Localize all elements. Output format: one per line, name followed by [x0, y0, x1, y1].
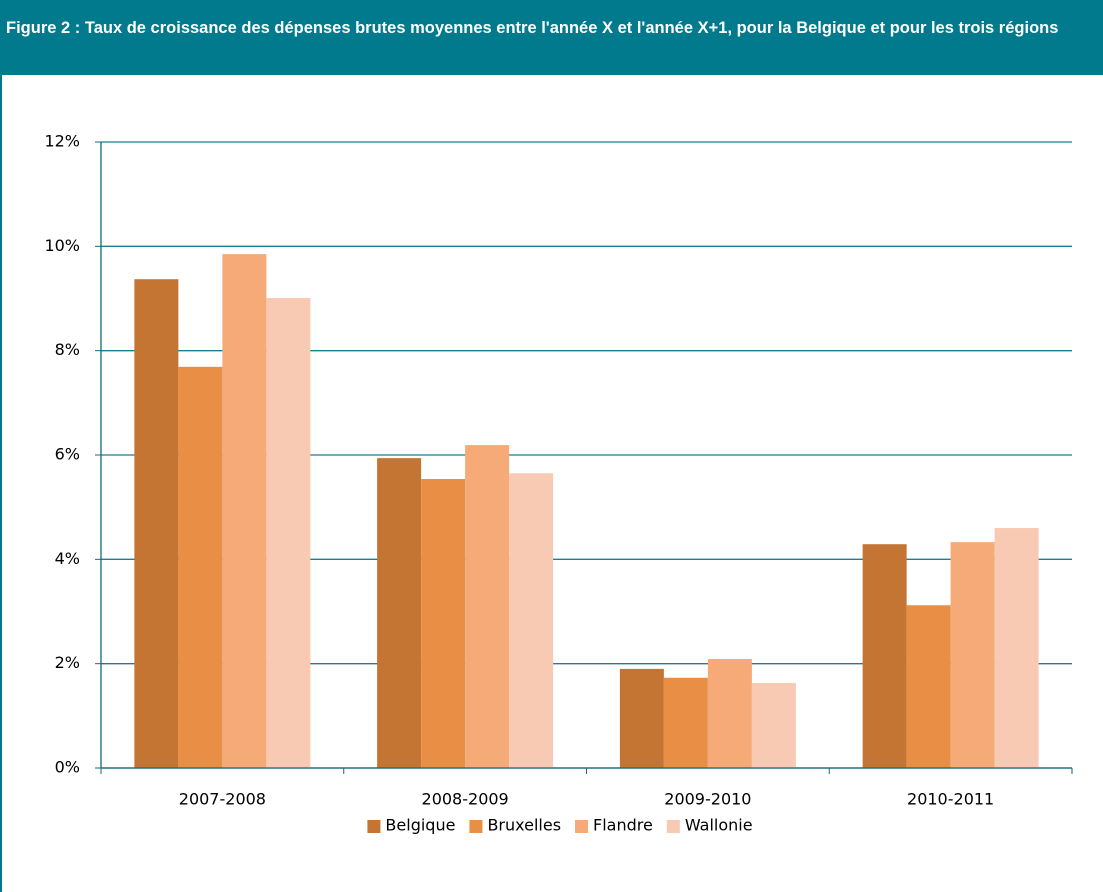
bar: [266, 297, 311, 768]
bar: [178, 366, 223, 768]
bar: [421, 478, 466, 768]
bar: [663, 677, 708, 768]
chart-title: Figure 2 : Taux de croissance des dépens…: [0, 0, 1103, 75]
legend-label: Flandre: [593, 816, 653, 835]
y-tick-label: 10%: [44, 236, 80, 255]
bar: [465, 445, 510, 768]
y-tick-label: 6%: [55, 445, 80, 464]
legend-swatch: [469, 820, 483, 833]
legend-swatch: [575, 820, 589, 833]
y-tick-label: 0%: [55, 758, 80, 777]
bar: [377, 458, 422, 768]
y-tick-label: 8%: [55, 340, 80, 359]
bar: [994, 528, 1039, 768]
x-tick-label: 2009-2010: [664, 790, 751, 809]
x-tick-label: 2010-2011: [907, 790, 994, 809]
y-tick-label: 4%: [55, 549, 80, 568]
bar: [134, 279, 179, 768]
bar: [222, 254, 267, 769]
legend-swatch: [666, 820, 680, 833]
bar: [751, 682, 796, 768]
y-tick-label: 2%: [55, 653, 80, 672]
legend-label: Belgique: [385, 816, 455, 835]
legend-label: Wallonie: [685, 816, 753, 835]
bar: [906, 605, 951, 768]
y-tick-label: 12%: [44, 132, 80, 151]
x-tick-label: 2007-2008: [179, 790, 266, 809]
x-tick-label: 2008-2009: [422, 790, 509, 809]
legend-label: Bruxelles: [487, 816, 561, 835]
bar: [509, 473, 554, 768]
bar: [619, 668, 664, 768]
legend-swatch: [367, 820, 381, 833]
bar: [862, 544, 907, 768]
bar: [950, 542, 995, 768]
bar: [707, 658, 752, 768]
